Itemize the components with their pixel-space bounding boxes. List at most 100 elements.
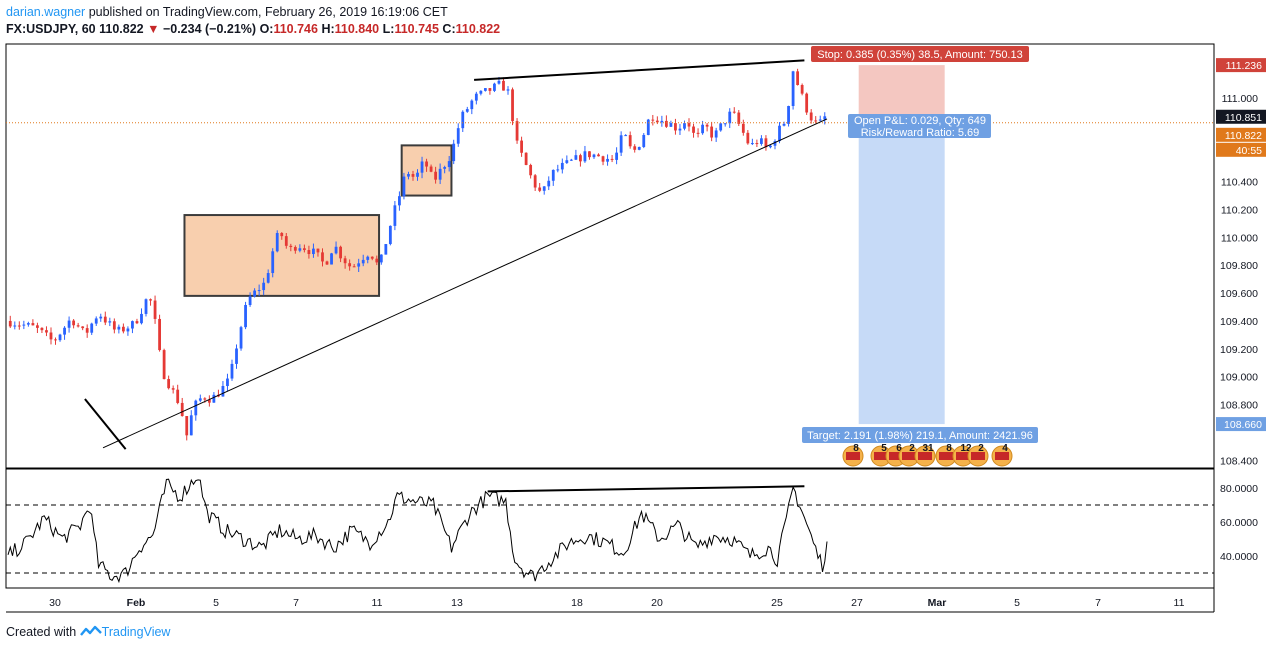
candle-body: [121, 326, 125, 332]
candle-body: [8, 320, 12, 327]
candle: [791, 70, 795, 110]
published-text: published on TradingView.com, February 2…: [88, 5, 448, 19]
candle: [483, 88, 487, 92]
candle-body: [547, 180, 551, 187]
candle-body: [40, 327, 44, 331]
candle-body: [588, 151, 591, 158]
candle: [515, 118, 519, 144]
event-badge[interactable]: 2: [967, 443, 989, 467]
event-badge[interactable]: 8: [842, 443, 864, 467]
candle-body: [782, 123, 786, 126]
candle: [760, 135, 763, 146]
event-badge[interactable]: 8: [935, 443, 957, 467]
candle: [321, 248, 324, 267]
candle: [579, 153, 582, 167]
candle-body: [221, 386, 225, 397]
candle: [284, 232, 288, 249]
target-label-box[interactable]: [802, 427, 1038, 443]
price-tick-label: 109.400: [1220, 316, 1258, 328]
candle-body: [506, 89, 510, 91]
candle-body: [140, 313, 143, 324]
flag-stripe: [874, 452, 888, 460]
tradingview-brand[interactable]: TradingView: [101, 625, 171, 639]
candle: [103, 311, 107, 326]
candle-body: [36, 325, 39, 328]
candle-body: [176, 389, 180, 403]
price-tick-label: 110.400: [1221, 177, 1258, 189]
pnl-label-box[interactable]: [848, 114, 991, 138]
candle: [49, 327, 53, 345]
candle-body: [207, 399, 211, 403]
candle-body: [339, 246, 342, 259]
stop-label-box[interactable]: [811, 46, 1029, 62]
price-tick-label: 110.200: [1221, 204, 1258, 216]
candle: [420, 156, 424, 179]
candle: [316, 248, 320, 257]
candle-body: [235, 348, 238, 364]
candle-body: [58, 334, 62, 341]
candle: [171, 385, 175, 394]
oscillator-pane-frame: [5, 468, 1215, 589]
candle: [370, 256, 374, 261]
candle: [144, 298, 148, 317]
candle-body: [302, 248, 306, 251]
event-badge[interactable]: 31: [914, 443, 936, 467]
candle-body: [470, 100, 474, 110]
candle: [257, 284, 261, 297]
time-tick-label: 7: [1095, 597, 1101, 609]
candle: [474, 91, 478, 105]
candle-body: [520, 140, 523, 153]
candle-body: [67, 320, 71, 328]
candle: [416, 169, 419, 181]
candle: [26, 321, 30, 327]
candle-body: [54, 339, 57, 341]
time-tick-label: 13: [451, 597, 463, 609]
stop-zone[interactable]: [858, 65, 945, 119]
candle-body: [171, 388, 175, 390]
candle-body: [560, 162, 564, 170]
candle: [140, 308, 143, 325]
candle-body: [357, 263, 361, 267]
price-tick-label: 109.200: [1220, 344, 1258, 356]
candle: [402, 172, 406, 200]
candle-body: [31, 323, 35, 326]
time-tick-label: 7: [293, 597, 299, 609]
candle: [271, 248, 275, 278]
candle-body: [556, 169, 560, 171]
candle: [13, 321, 17, 330]
candle-body: [271, 251, 275, 274]
oscillator-trend-line-1[interactable]: [487, 485, 805, 493]
candle: [375, 255, 379, 266]
trend-line-3[interactable]: [84, 398, 127, 450]
candle-body: [619, 135, 623, 153]
candle: [805, 92, 809, 115]
author-link[interactable]: darian.wagner: [6, 5, 86, 19]
candle: [94, 316, 98, 326]
flag-stripe: [846, 452, 860, 460]
candle: [506, 86, 510, 95]
candle: [746, 130, 750, 145]
candle: [112, 318, 116, 334]
candle-body: [502, 80, 505, 91]
candle: [180, 397, 184, 417]
target-zone[interactable]: [858, 118, 945, 425]
candle-body: [194, 400, 198, 416]
candle-body: [705, 124, 709, 127]
event-badge[interactable]: 4: [991, 443, 1013, 467]
candle: [8, 315, 12, 329]
candle: [470, 99, 474, 115]
candle-body: [167, 379, 171, 389]
candle-body: [162, 350, 166, 380]
flag-stripe: [918, 452, 932, 460]
candle: [723, 123, 727, 127]
candle: [357, 258, 361, 273]
candle-body: [678, 128, 682, 131]
trend-line-1[interactable]: [102, 118, 828, 449]
candle-body: [244, 304, 247, 328]
trend-line-2[interactable]: [474, 59, 805, 81]
candle-body: [289, 245, 293, 248]
symbol-name[interactable]: FX:USDJPY, 60: [6, 22, 96, 36]
event-badge[interactable]: 12: [952, 443, 974, 467]
candle-body: [651, 119, 655, 121]
